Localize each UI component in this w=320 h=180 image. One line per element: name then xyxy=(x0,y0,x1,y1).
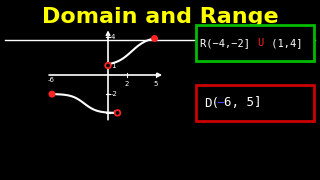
Text: -6: -6 xyxy=(47,77,54,83)
Text: 5: 5 xyxy=(153,81,158,87)
FancyBboxPatch shape xyxy=(196,85,314,121)
Text: Domain and Range: Domain and Range xyxy=(42,7,278,27)
Text: −: − xyxy=(216,96,223,109)
Text: -4: -4 xyxy=(111,110,118,116)
Text: 2: 2 xyxy=(125,81,129,87)
Text: 1: 1 xyxy=(111,62,116,69)
Circle shape xyxy=(152,36,157,41)
Text: U: U xyxy=(257,38,263,48)
Text: (1,4]: (1,4] xyxy=(265,38,302,48)
Text: R(−4,−2]: R(−4,−2] xyxy=(200,38,256,48)
Text: -2: -2 xyxy=(111,91,118,97)
Circle shape xyxy=(105,63,111,68)
FancyBboxPatch shape xyxy=(196,25,314,61)
Text: 6, 5]: 6, 5] xyxy=(224,96,261,109)
Circle shape xyxy=(115,110,120,116)
Circle shape xyxy=(49,91,55,97)
Text: 4: 4 xyxy=(111,34,116,40)
Text: D(: D( xyxy=(204,96,219,109)
